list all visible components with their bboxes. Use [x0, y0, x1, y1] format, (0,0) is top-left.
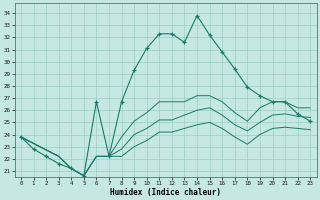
X-axis label: Humidex (Indice chaleur): Humidex (Indice chaleur) [110, 188, 221, 197]
